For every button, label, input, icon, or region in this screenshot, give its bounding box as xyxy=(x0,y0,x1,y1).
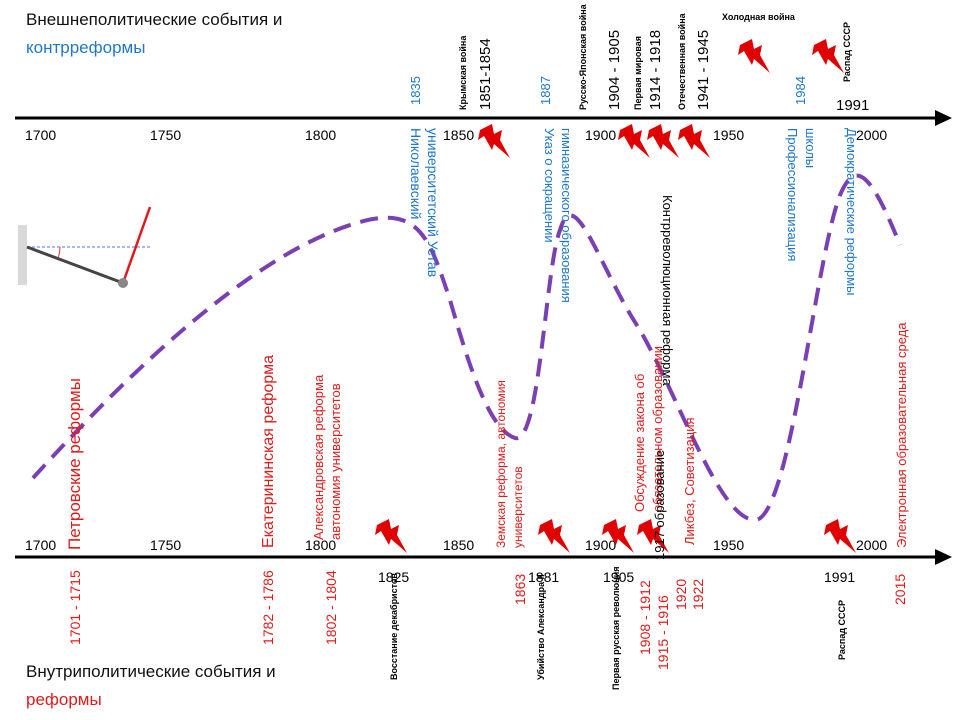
reform-compulsory-ed-line2: обязательном образовании xyxy=(650,346,665,512)
reform-compulsory-ed: Обсуждение закона об xyxy=(632,374,647,512)
top-axis-tick: 1950 xyxy=(713,127,744,143)
top-axis-tick: 2000 xyxy=(856,127,887,143)
reform-alexander-years: 1802 - 1804 xyxy=(323,570,339,645)
counterreform-1984-year: 1984 xyxy=(793,76,808,105)
event-1825-year: 1825 xyxy=(378,569,409,585)
lightning-bolts xyxy=(375,39,856,553)
reform-compulsory-ed-years: 1908 - 1912 xyxy=(637,580,653,655)
lightning-bolt-icon xyxy=(602,519,634,553)
top-events: Крымская война 1851-1854 Русско-Японская… xyxy=(458,3,869,114)
reform-e-learning: Электронная образовательная среда xyxy=(894,322,909,548)
event-patriotic-war: Отечественная война xyxy=(677,12,687,110)
event-crimean-war-years: 1851-1854 xyxy=(477,38,494,110)
bottom-axis-tick: 2000 xyxy=(856,537,887,553)
reform-alexander: Александровская реформа xyxy=(311,374,326,540)
domestic-subtitle: реформы xyxy=(26,690,102,709)
reform-1922-year: 1922 xyxy=(690,579,706,610)
counterreform-1835-year: 1835 xyxy=(408,76,423,105)
counterreform-1835-text2: университетский Устав xyxy=(425,128,441,277)
reform-catherine-years: 1782 - 1786 xyxy=(260,570,276,645)
pendulum-curve xyxy=(31,173,902,523)
top-counterreforms: 1835 Николаевский университетский Устав … xyxy=(408,76,859,386)
lightning-bolt-icon xyxy=(375,519,407,553)
counterreform-democratic: Демократические реформы xyxy=(844,128,859,295)
top-axis-tick: 1900 xyxy=(585,127,616,143)
top-axis-ticks: 1700 1750 1800 1850 1900 1950 2000 xyxy=(25,127,887,143)
domestic-title: Внутриполитические события и xyxy=(26,662,276,681)
top-axis-tick: 1850 xyxy=(443,127,474,143)
lightning-bolt-icon xyxy=(647,124,679,158)
lightning-bolt-icon xyxy=(824,519,856,553)
lightning-bolt-icon xyxy=(618,124,650,158)
pendulum-icon xyxy=(18,206,152,288)
lightning-bolt-icon xyxy=(538,519,570,553)
event-decembrists: Восстание декабристов xyxy=(389,573,399,680)
event-ww1: Первая мировая xyxy=(633,36,643,110)
reform-1917: 1917 образование xyxy=(652,450,667,560)
reform-1917-years: 1915 - 1916 xyxy=(655,595,671,670)
event-ww1-years: 1914 - 1918 xyxy=(647,30,664,110)
bottom-axis-tick: 1750 xyxy=(150,537,181,553)
counterreform-1887-text2: гимназического образования xyxy=(559,128,574,303)
event-alexander-ii: Убийство Александра II xyxy=(536,574,546,680)
top-axis-tick: 1800 xyxy=(305,127,336,143)
counterrevolution-reform: Контрреволюционная реформа xyxy=(660,195,675,386)
foreign-title: Внешнеполитические события и xyxy=(26,10,283,29)
event-1991-year: 1991 xyxy=(824,569,855,585)
event-ussr-collapse-bottom: Распад СССР xyxy=(837,600,847,660)
reform-peter: Петровские реформы xyxy=(65,378,84,550)
bottom-axis-tick: 1900 xyxy=(585,537,616,553)
event-1905-year: 1905 xyxy=(603,569,634,585)
reform-alexander-line2: автономия университетов xyxy=(328,383,343,540)
bottom-axis-tick: 1800 xyxy=(305,537,336,553)
event-russo-japanese-war-years: 1904 - 1905 xyxy=(606,30,623,110)
counterreform-1984-text1: Профессионализация xyxy=(785,128,800,261)
top-axis xyxy=(15,110,952,126)
counterreform-1887-text1: Указ о сокращении xyxy=(542,128,557,243)
reform-catherine: Екатерининская реформа xyxy=(260,355,277,548)
event-patriotic-war-years: 1941 - 1945 xyxy=(695,30,712,110)
bottom-axis-ticks: 1700 1750 1800 1850 1900 1950 2000 xyxy=(25,537,887,553)
reform-likbez-year: 1920 xyxy=(673,579,689,610)
event-1881-year: 1881 xyxy=(528,569,559,585)
bottom-axis-tick: 1950 xyxy=(713,537,744,553)
foreign-subtitle: контрреформы xyxy=(26,38,146,57)
event-ussr-collapse: Распад СССР xyxy=(842,22,852,82)
event-first-revolution: Первая русская революция xyxy=(611,567,621,691)
reform-zemstvo: Земская реформа, автономия xyxy=(494,380,508,548)
counterreform-1835-text1: Николаевский xyxy=(408,128,424,219)
reform-likbez: Ликбез, Советизация xyxy=(682,417,697,545)
lightning-bolt-icon xyxy=(812,39,844,73)
reform-zemstvo-year: 1863 xyxy=(512,574,528,605)
event-crimean-war: Крымская война xyxy=(458,35,468,110)
lightning-bolt-icon xyxy=(678,124,710,158)
bottom-events: 1825 Восстание декабристов 1881 Убийство… xyxy=(378,567,855,691)
top-axis-tick: 1750 xyxy=(150,127,181,143)
counterreform-1984-text2: школы xyxy=(803,128,818,168)
lightning-bolt-icon xyxy=(478,124,510,158)
event-ussr-collapse-year: 1991 xyxy=(836,97,869,114)
counterreform-1887-year: 1887 xyxy=(538,76,553,105)
bottom-axis-tick: 1850 xyxy=(443,537,474,553)
reform-peter-years: 1701 - 1715 xyxy=(67,570,83,645)
lightning-bolt-icon xyxy=(738,39,770,73)
lightning-bolt-icon xyxy=(637,519,669,553)
event-cold-war: Холодная война xyxy=(722,12,796,22)
top-axis-tick: 1700 xyxy=(25,127,56,143)
reforms: Петровские реформы 1701 - 1715 Екатерини… xyxy=(65,322,909,670)
event-russo-japanese-war: Русско-Японская война xyxy=(578,3,588,110)
reform-e-learning-year: 2015 xyxy=(892,574,908,605)
reform-zemstvo-line2: университетов xyxy=(511,466,525,548)
bottom-axis xyxy=(15,549,952,565)
bottom-axis-tick: 1700 xyxy=(25,537,56,553)
